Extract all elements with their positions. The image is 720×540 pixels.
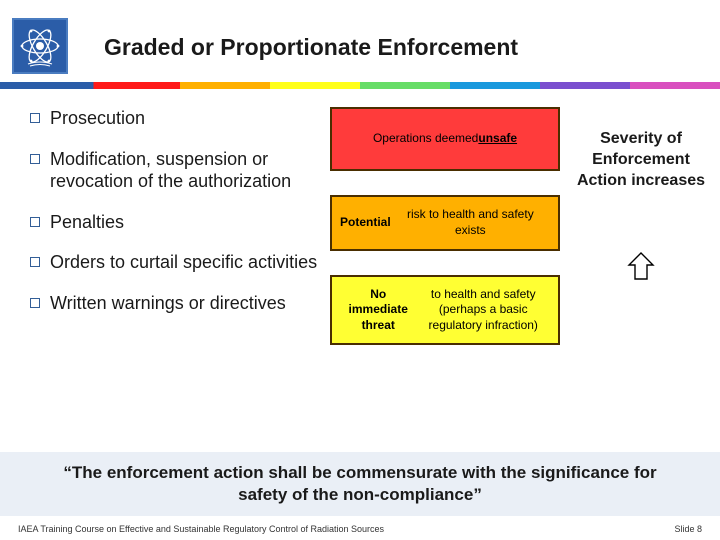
square-bullet-icon [30, 217, 40, 227]
header: Graded or Proportionate Enforcement [0, 0, 720, 74]
box-no-threat: No immediate threat to health and safety… [330, 275, 560, 345]
severity-label: Severity of Enforcement Action increases [572, 129, 710, 191]
bullet-item: Prosecution [30, 107, 320, 130]
bullet-text: Prosecution [50, 107, 145, 130]
bullet-item: Modification, suspension or revocation o… [30, 148, 320, 193]
quote-band: “The enforcement action shall be commens… [0, 452, 720, 516]
square-bullet-icon [30, 154, 40, 164]
footer-right: Slide 8 [674, 524, 702, 534]
footer: IAEA Training Course on Effective and Su… [0, 524, 720, 534]
box-unsafe: Operations deemed unsafe [330, 107, 560, 171]
bullet-list: Prosecution Modification, suspension or … [30, 107, 320, 332]
square-bullet-icon [30, 257, 40, 267]
up-arrow-icon [627, 251, 655, 286]
bullet-item: Written warnings or directives [30, 292, 320, 315]
bullet-item: Orders to curtail specific activities [30, 251, 320, 274]
bullet-text: Orders to curtail specific activities [50, 251, 317, 274]
rainbow-rule [0, 82, 720, 89]
box-potential-risk: Potential risk to health and safety exis… [330, 195, 560, 251]
bullet-text: Penalties [50, 211, 124, 234]
footer-left: IAEA Training Course on Effective and Su… [18, 524, 384, 534]
iaea-logo [12, 18, 68, 74]
quote-text: “The enforcement action shall be commens… [60, 462, 660, 506]
bullet-text: Written warnings or directives [50, 292, 286, 315]
slide-title: Graded or Proportionate Enforcement [104, 34, 518, 61]
body: Prosecution Modification, suspension or … [0, 89, 720, 449]
bullet-text: Modification, suspension or revocation o… [50, 148, 320, 193]
square-bullet-icon [30, 113, 40, 123]
bullet-item: Penalties [30, 211, 320, 234]
severity-boxes: Operations deemed unsafe Potential risk … [330, 107, 560, 369]
square-bullet-icon [30, 298, 40, 308]
severity-label-col: Severity of Enforcement Action increases [572, 129, 710, 286]
